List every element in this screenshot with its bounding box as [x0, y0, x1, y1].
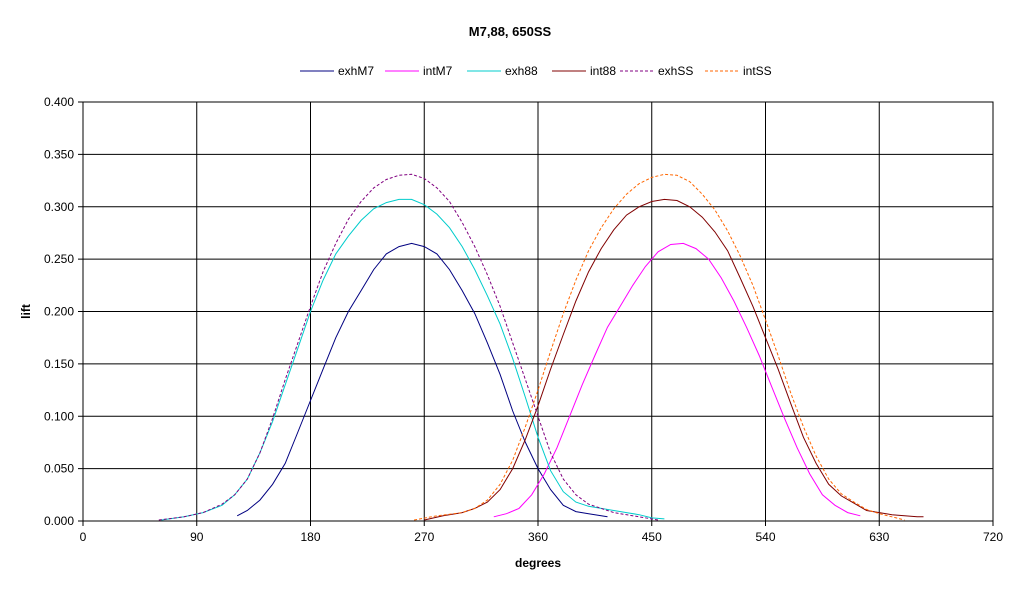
legend-label-exhM7: exhM7 — [338, 64, 374, 78]
x-tick-label: 450 — [642, 530, 662, 544]
series-line-exhM7 — [236, 242, 608, 518]
legend-label-exh88: exh88 — [505, 64, 538, 78]
series-line-intM7 — [493, 242, 861, 518]
x-tick-label: 90 — [190, 530, 204, 544]
legend-label-exhSS: exhSS — [658, 64, 693, 78]
series-line-intSS — [414, 173, 905, 521]
x-tick-label: 180 — [300, 530, 320, 544]
y-axis-label: lift — [19, 304, 33, 319]
series-lines — [158, 173, 924, 521]
legend: exhM7 intM7 exh88 int88 exhSS intSS — [300, 64, 772, 78]
series-line-exh88 — [161, 198, 665, 521]
y-tick-label: 0.250 — [44, 252, 74, 266]
x-tick-label: 720 — [983, 530, 1003, 544]
legend-label-intSS: intSS — [743, 64, 772, 78]
y-tick-label: 0.400 — [44, 95, 74, 109]
y-tick-label: 0.000 — [44, 514, 74, 528]
x-tick-label: 540 — [755, 530, 775, 544]
x-tick-label: 630 — [869, 530, 889, 544]
y-tick-label: 0.150 — [44, 357, 74, 371]
series-line-int88 — [424, 198, 924, 521]
x-tick-label: 360 — [528, 530, 548, 544]
legend-label-int88: int88 — [590, 64, 616, 78]
gridlines — [83, 102, 993, 521]
series-line-exhSS — [158, 173, 659, 521]
y-tick-label: 0.200 — [44, 305, 74, 319]
y-tick-label: 0.350 — [44, 147, 74, 161]
legend-label-intM7: intM7 — [423, 64, 453, 78]
y-tick-label: 0.050 — [44, 462, 74, 476]
x-tick-label: 270 — [414, 530, 434, 544]
x-axis-label: degrees — [515, 556, 561, 570]
chart-title: M7,88, 650SS — [469, 24, 552, 39]
y-tick-label: 0.300 — [44, 200, 74, 214]
axis-ticks: 0.000 0.050 0.100 0.150 0.200 0.250 0.300 0.350… — [44, 95, 1003, 544]
x-tick-label: 0 — [80, 530, 87, 544]
y-tick-label: 0.100 — [44, 409, 74, 423]
